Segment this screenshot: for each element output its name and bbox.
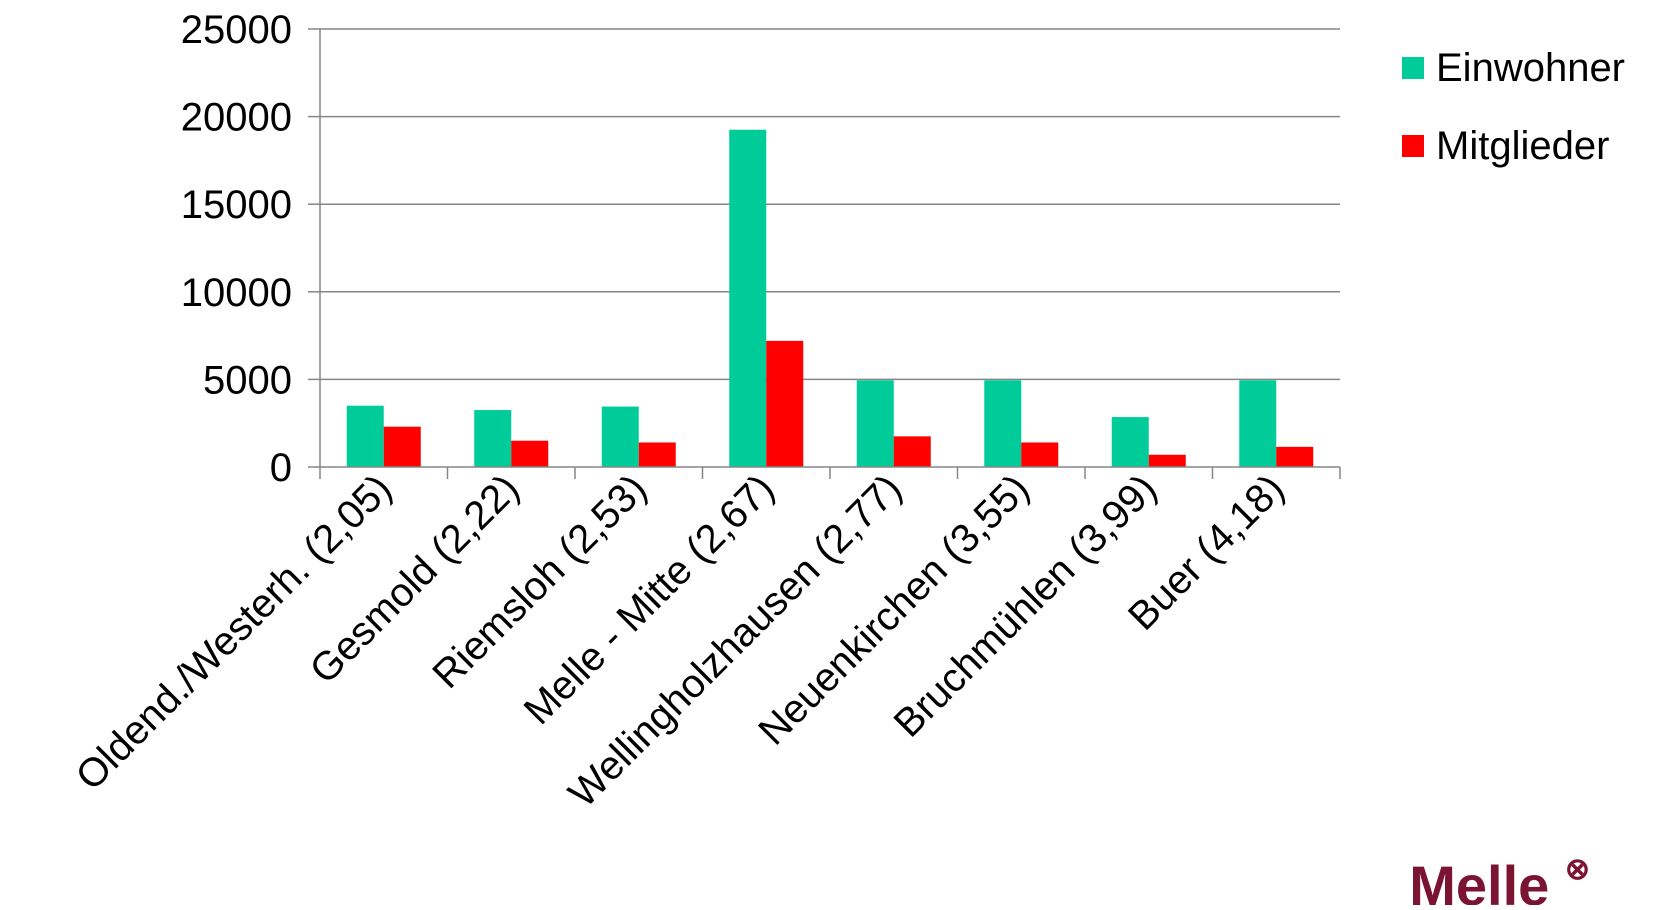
bar-mitglieder xyxy=(766,340,804,467)
legend-label-mitglieder: Mitglieder xyxy=(1436,124,1609,168)
bar-mitglieder xyxy=(1148,454,1186,467)
bar-einwohner xyxy=(1111,417,1149,467)
logo: Melle ⊗ xyxy=(1409,853,1590,910)
y-tick-label: 5000 xyxy=(203,358,292,402)
bar-mitglieder xyxy=(893,436,931,467)
axes xyxy=(308,28,1341,479)
y-tick-label: 10000 xyxy=(181,271,292,315)
bar-einwohner xyxy=(729,129,767,468)
bars xyxy=(346,129,1314,468)
bar-mitglieder xyxy=(1021,442,1059,467)
bar-einwohner xyxy=(1239,380,1277,467)
legend-swatch-einwohner xyxy=(1402,57,1424,79)
y-tick-label: 20000 xyxy=(181,96,292,140)
bar-mitglieder xyxy=(1276,446,1314,467)
bar-einwohner xyxy=(346,405,384,467)
legend-swatch-mitglieder xyxy=(1402,135,1424,157)
y-tick-label: 25000 xyxy=(181,8,292,52)
y-tick-label: 0 xyxy=(270,446,292,490)
bar-einwohner xyxy=(474,410,512,467)
bar-einwohner xyxy=(856,380,894,467)
bar-mitglieder xyxy=(383,426,421,467)
logo-wordmark: Melle ⊗ xyxy=(1409,853,1590,905)
gridlines xyxy=(320,28,1340,381)
x-tick-label: Riemsloh (2,53) xyxy=(424,466,655,697)
bar-mitglieder xyxy=(511,440,549,467)
y-tick-label: 15000 xyxy=(181,183,292,227)
tick-labels: 0500010000150002000025000Oldend./Westerh… xyxy=(68,8,1293,816)
legend: Einwohner Mitglieder xyxy=(1402,46,1625,168)
bar-einwohner xyxy=(601,406,639,467)
bar-einwohner xyxy=(984,380,1022,467)
legend-label-einwohner: Einwohner xyxy=(1436,46,1625,90)
x-tick-label: Melle - Mitte (2,67) xyxy=(516,466,783,733)
logo-text: Melle xyxy=(1409,854,1549,905)
bar-mitglieder xyxy=(638,442,676,467)
logo-symbol: ⊗ xyxy=(1565,853,1590,886)
